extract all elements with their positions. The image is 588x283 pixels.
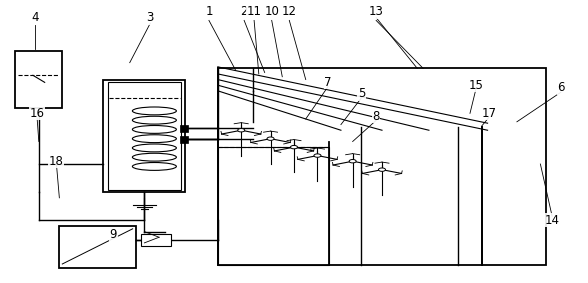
Bar xyxy=(179,136,188,143)
Circle shape xyxy=(290,145,298,149)
Text: 3: 3 xyxy=(146,11,154,24)
Text: 4: 4 xyxy=(31,11,38,24)
Text: 18: 18 xyxy=(49,155,64,168)
Circle shape xyxy=(238,128,245,132)
Text: 16: 16 xyxy=(29,107,45,120)
Circle shape xyxy=(314,154,321,157)
Bar xyxy=(15,52,62,108)
Bar xyxy=(142,234,171,246)
Text: 5: 5 xyxy=(358,87,365,100)
Text: 2: 2 xyxy=(240,5,248,18)
Text: 13: 13 xyxy=(369,5,383,18)
Circle shape xyxy=(379,168,386,171)
Text: 15: 15 xyxy=(469,79,483,92)
Text: 7: 7 xyxy=(324,76,332,89)
Text: 1: 1 xyxy=(205,5,213,18)
Text: 8: 8 xyxy=(372,110,380,123)
Text: 14: 14 xyxy=(544,214,560,227)
Text: 6: 6 xyxy=(557,82,564,95)
Bar xyxy=(179,125,188,132)
Bar xyxy=(108,82,181,190)
Text: 12: 12 xyxy=(282,5,297,18)
Circle shape xyxy=(349,160,356,163)
Text: 11: 11 xyxy=(246,5,262,18)
Bar xyxy=(59,226,136,268)
Circle shape xyxy=(267,137,274,140)
Bar xyxy=(218,68,546,265)
Bar xyxy=(103,80,185,192)
Text: 9: 9 xyxy=(109,228,117,241)
Bar xyxy=(218,147,329,265)
Text: 10: 10 xyxy=(264,5,279,18)
Text: 17: 17 xyxy=(481,107,496,120)
